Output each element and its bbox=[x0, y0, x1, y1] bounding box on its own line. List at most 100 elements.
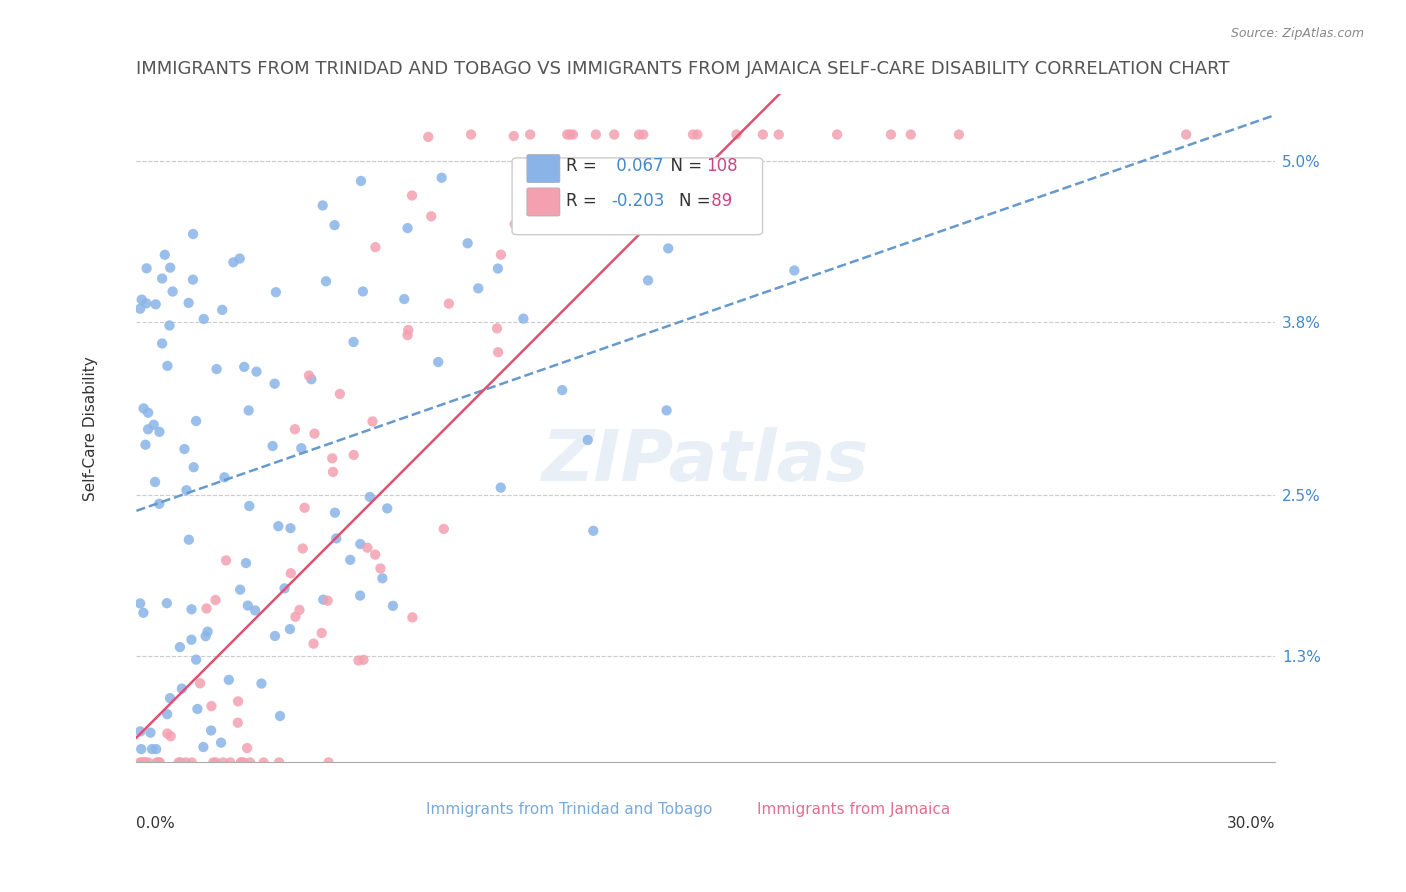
Point bbox=[284, 422, 307, 436]
Text: R =: R = bbox=[565, 193, 602, 211]
Point bbox=[294, 500, 316, 515]
Point bbox=[299, 372, 322, 386]
Point bbox=[359, 490, 381, 504]
Point bbox=[502, 128, 524, 143]
Point bbox=[394, 292, 416, 306]
Point bbox=[229, 252, 252, 266]
Point bbox=[280, 521, 302, 535]
Point bbox=[686, 128, 709, 142]
Text: IMMIGRANTS FROM TRINIDAD AND TOBAGO VS IMMIGRANTS FROM JAMAICA SELF-CARE DISABIL: IMMIGRANTS FROM TRINIDAD AND TOBAGO VS I… bbox=[136, 60, 1230, 78]
Point bbox=[159, 729, 181, 743]
Point bbox=[214, 470, 236, 484]
Point bbox=[129, 724, 152, 739]
Point bbox=[177, 296, 200, 310]
Point bbox=[188, 676, 211, 690]
Text: Immigrants from Jamaica: Immigrants from Jamaica bbox=[756, 802, 950, 817]
Point bbox=[627, 128, 650, 142]
Point bbox=[243, 603, 266, 617]
Point bbox=[375, 501, 398, 516]
Point bbox=[551, 383, 574, 397]
Point bbox=[267, 519, 290, 533]
Point bbox=[489, 481, 512, 495]
Point bbox=[238, 403, 260, 417]
Point bbox=[136, 422, 159, 436]
Point bbox=[150, 336, 173, 351]
Text: 108: 108 bbox=[706, 157, 737, 175]
Point bbox=[186, 702, 208, 716]
Point bbox=[361, 414, 384, 428]
Text: 30.0%: 30.0% bbox=[1226, 816, 1275, 830]
Point bbox=[177, 533, 200, 547]
Point bbox=[312, 592, 335, 607]
Point bbox=[637, 273, 659, 287]
Point bbox=[315, 274, 337, 288]
Point bbox=[233, 359, 256, 374]
Text: ZIPatlas: ZIPatlas bbox=[541, 427, 869, 496]
Point bbox=[149, 756, 172, 770]
Point bbox=[219, 756, 242, 770]
Point bbox=[284, 609, 307, 624]
Text: 0.067: 0.067 bbox=[612, 157, 664, 175]
Point bbox=[302, 637, 325, 651]
Point bbox=[134, 438, 156, 452]
Point bbox=[329, 387, 352, 401]
Text: 89: 89 bbox=[706, 193, 733, 211]
Point bbox=[156, 707, 179, 722]
Point bbox=[132, 401, 155, 416]
Text: Self-Care Disability: Self-Care Disability bbox=[83, 356, 98, 500]
Point bbox=[159, 318, 181, 333]
Point bbox=[129, 301, 152, 316]
Point bbox=[170, 681, 193, 696]
Point bbox=[427, 355, 450, 369]
Point bbox=[145, 756, 167, 770]
Point bbox=[236, 741, 259, 756]
Point bbox=[486, 345, 509, 359]
Point bbox=[364, 548, 387, 562]
Point bbox=[323, 506, 346, 520]
Point bbox=[202, 756, 225, 770]
Point bbox=[401, 610, 423, 624]
Point bbox=[156, 359, 179, 373]
Point bbox=[211, 302, 233, 317]
FancyBboxPatch shape bbox=[755, 797, 787, 819]
Point bbox=[318, 756, 340, 770]
Point bbox=[180, 756, 202, 770]
Point bbox=[226, 694, 249, 708]
Point bbox=[486, 261, 509, 276]
Point bbox=[768, 128, 790, 142]
Point bbox=[138, 756, 160, 770]
Point bbox=[131, 756, 153, 770]
Point bbox=[316, 593, 339, 607]
Point bbox=[176, 483, 198, 498]
Point bbox=[135, 296, 157, 310]
Point bbox=[218, 673, 240, 687]
Point bbox=[129, 597, 152, 611]
Point bbox=[396, 328, 419, 343]
Point bbox=[238, 499, 260, 513]
Point bbox=[148, 497, 170, 511]
Point bbox=[371, 571, 394, 585]
Point bbox=[129, 742, 152, 756]
Point bbox=[193, 312, 215, 326]
Point bbox=[562, 128, 585, 142]
Point bbox=[200, 723, 222, 738]
Point bbox=[215, 553, 238, 567]
Point bbox=[170, 756, 193, 770]
Point bbox=[180, 602, 202, 616]
Point bbox=[900, 128, 922, 142]
Point bbox=[156, 726, 179, 740]
Point bbox=[134, 756, 156, 770]
Point bbox=[132, 606, 155, 620]
Point bbox=[135, 261, 157, 276]
Text: 0.0%: 0.0% bbox=[136, 816, 176, 830]
Point bbox=[250, 676, 273, 690]
FancyBboxPatch shape bbox=[527, 188, 560, 216]
Point bbox=[173, 442, 195, 456]
Point bbox=[633, 128, 655, 142]
Point bbox=[184, 653, 207, 667]
Text: N =: N = bbox=[659, 157, 707, 175]
Point bbox=[229, 756, 252, 770]
Point bbox=[226, 715, 249, 730]
Point bbox=[396, 221, 419, 235]
Point bbox=[288, 603, 311, 617]
